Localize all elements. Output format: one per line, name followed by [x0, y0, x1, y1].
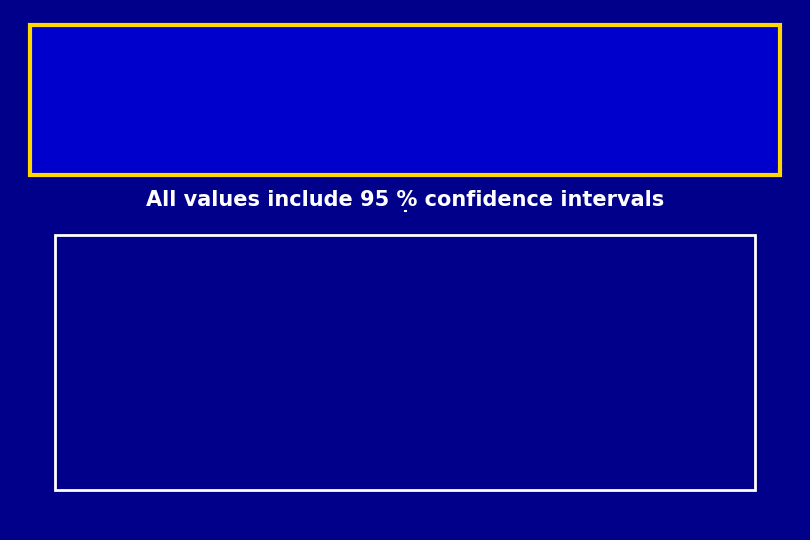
Text: (0.85 - 0.95): (0.85 - 0.95) — [592, 371, 718, 389]
Text: (0.85 - 0.95): (0.85 - 0.95) — [307, 371, 433, 389]
Text: (0.89 - 0.96): (0.89 - 0.96) — [307, 411, 433, 429]
Text: 0.97: 0.97 — [302, 310, 385, 343]
Text: 0.95: 0.95 — [587, 403, 669, 436]
Text: ATMC: ATMC — [74, 280, 147, 304]
Text: 0.93: 0.93 — [302, 403, 385, 436]
Text: Deficient ACL: Deficient ACL — [501, 246, 680, 270]
Text: intraclass correlation: intraclass correlation — [406, 56, 750, 84]
Text: (0.94 - 0.98): (0.94 - 0.98) — [592, 318, 718, 336]
Text: 0.92: 0.92 — [587, 363, 669, 396]
Text: 0.95: 0.95 — [587, 275, 669, 308]
Text: Normal: Normal — [257, 246, 353, 270]
Text: interobserver: interobserver — [405, 56, 619, 84]
Text: ATLC: ATLC — [78, 368, 143, 392]
Text: (0.95 - 0.98): (0.95 - 0.98) — [307, 318, 433, 336]
Text: (0.92 - 0.97): (0.92 - 0.97) — [592, 411, 717, 429]
Text: (0.85 - 0.95): (0.85 - 0.95) — [307, 283, 433, 301]
Text: 0.92: 0.92 — [302, 363, 384, 396]
Text: Intra: Intra — [403, 56, 479, 84]
Text: 0.91: 0.91 — [302, 275, 384, 308]
Text: 0.98: 0.98 — [587, 310, 669, 343]
Text: and: and — [404, 56, 482, 84]
Text: All values include 95 % confidence intervals: All values include 95 % confidence inter… — [146, 190, 664, 210]
Text: (0.90 - 0.98): (0.90 - 0.98) — [592, 283, 718, 301]
Text: for ATMC and ATLC: for ATMC and ATLC — [258, 101, 552, 129]
